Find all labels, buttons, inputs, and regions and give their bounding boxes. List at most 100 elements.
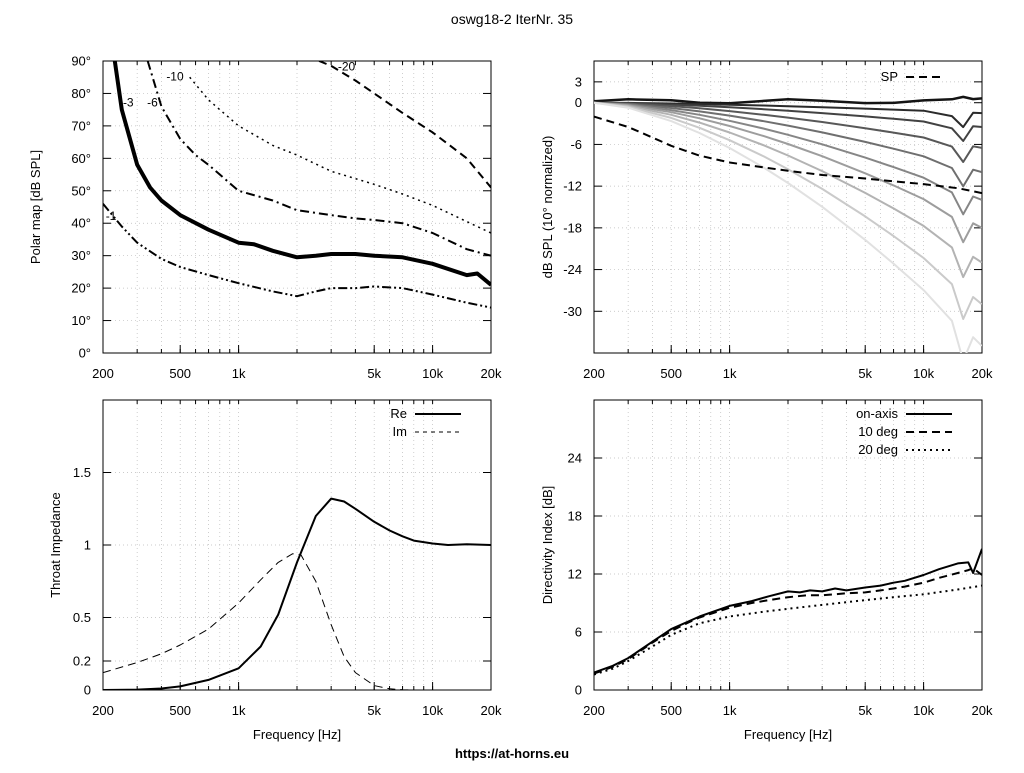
series-re: [103, 497, 491, 690]
y-tick-label: 80°: [71, 86, 91, 101]
contour-line-minus1: [103, 203, 491, 309]
page-title: oswg18-2 IterNr. 35: [451, 11, 573, 27]
x-tick-label: 200: [92, 366, 114, 381]
legend-label-im: Im: [393, 424, 407, 439]
angle-curve-10deg: [594, 101, 982, 129]
angle-curve-90deg: [594, 101, 982, 353]
y-tick-label: 50°: [71, 183, 91, 198]
x-tick-label: 500: [660, 366, 682, 381]
plot-area: [103, 61, 491, 309]
legend-label-20-deg: 20 deg: [858, 442, 898, 457]
throat-impedance-panel: 200 500 1k 5k 10k 20k 0 0.2 0.5 1 1.5 Throat Impeda…: [48, 399, 502, 742]
plot-area: [103, 497, 491, 690]
x-tick-label: 10k: [422, 703, 443, 718]
y-axis-label: dB SPL (10° normalized): [540, 136, 555, 279]
y-tick-label: 40°: [71, 216, 91, 231]
y-axis-label: Polar map [dB SPL]: [28, 150, 43, 264]
x-tick-label: 1k: [723, 703, 737, 718]
x-tick-label: 500: [169, 703, 191, 718]
x-tick-label: 5k: [367, 703, 381, 718]
angle-curve-40deg: [594, 101, 982, 188]
y-tick-label: 20°: [71, 281, 91, 296]
y-tick-label: 10°: [71, 313, 91, 328]
y-tick-label: 0.5: [73, 610, 91, 625]
contour-line-minus3: [112, 61, 491, 287]
x-axis-label: Frequency [Hz]: [253, 727, 341, 742]
x-tick-label: 1k: [723, 366, 737, 381]
y-tick-label: 90°: [71, 54, 91, 69]
y-tick-label: -6: [570, 137, 582, 152]
x-tick-label: 10k: [422, 366, 443, 381]
legend-label-10-deg: 10 deg: [858, 424, 898, 439]
x-tick-label: 200: [583, 703, 605, 718]
y-tick-label: -18: [563, 220, 582, 235]
contour-line-minus10: [189, 76, 491, 234]
y-tick-label: 18: [568, 509, 582, 524]
x-tick-label: 1k: [232, 703, 246, 718]
contour-label: -6: [147, 95, 158, 109]
footer-url: https://at-horns.eu: [455, 746, 569, 761]
x-tick-label: 500: [660, 703, 682, 718]
normalized-spl-panel: 200 500 1k 5k 10k 20k 3 0 -6 -12 -18 -24 -30 dB SPL (…: [540, 60, 993, 381]
x-tick-label: 10k: [913, 366, 934, 381]
contour-label: -10: [166, 69, 184, 83]
angle-curve-60deg: [594, 101, 982, 244]
x-tick-label: 20k: [481, 366, 502, 381]
legend-label-sp: SP: [881, 69, 898, 84]
legend-label-re: Re: [390, 406, 407, 421]
sp-curve: [594, 115, 982, 195]
contour-line-minus20: [318, 61, 491, 189]
plot-area: [594, 95, 982, 353]
x-tick-label: 20k: [972, 366, 993, 381]
y-axis-label: Throat Impedance: [48, 492, 63, 598]
series-im: [103, 553, 414, 690]
y-tick-label: -12: [563, 179, 582, 194]
legend-label-on-axis: on-axis: [856, 406, 898, 421]
angle-curve-70deg: [594, 101, 982, 279]
x-tick-label: 500: [169, 366, 191, 381]
series-10-deg: [594, 567, 982, 675]
polar-map-panel: 200 500 1k 5k 10k 20k 0° 10° 20° 30° 40° 50° 60° 70° 8…: [28, 54, 502, 382]
y-tick-label: 6: [575, 625, 582, 640]
y-tick-label: 70°: [71, 118, 91, 133]
contour-label: -1: [106, 209, 117, 223]
angle-curve-30deg: [594, 101, 982, 163]
x-tick-label: 10k: [913, 703, 934, 718]
plot-area: [594, 548, 982, 676]
x-tick-label: 20k: [481, 703, 502, 718]
angle-curve-50deg: [594, 101, 982, 216]
x-tick-label: 20k: [972, 703, 993, 718]
x-tick-label: 200: [583, 366, 605, 381]
series-20-deg: [594, 584, 982, 676]
y-axis-label: Directivity Index [dB]: [540, 486, 555, 605]
y-tick-label: 3: [575, 74, 582, 89]
x-tick-label: 5k: [858, 366, 872, 381]
angle-curve-20deg: [594, 101, 982, 142]
y-tick-label: -30: [563, 304, 582, 319]
y-tick-label: 12: [568, 567, 582, 582]
angle-curve-80deg: [594, 101, 982, 320]
y-tick-label: 1.5: [73, 465, 91, 480]
y-tick-label: 0: [84, 683, 91, 698]
contour-label: -3: [123, 95, 134, 109]
y-tick-label: -24: [563, 262, 582, 277]
directivity-index-panel: 200 500 1k 5k 10k 20k 0 6 12 18 24 Directivity Inde…: [540, 399, 993, 742]
series-on-axis: [594, 548, 982, 674]
y-tick-label: 0: [575, 683, 582, 698]
y-tick-label: 0.2: [73, 654, 91, 669]
x-axis-label: Frequency [Hz]: [744, 727, 832, 742]
y-tick-label: 1: [84, 538, 91, 553]
x-tick-label: 1k: [232, 366, 246, 381]
contour-label: -20: [338, 60, 356, 74]
x-tick-label: 5k: [858, 703, 872, 718]
x-tick-label: 5k: [367, 366, 381, 381]
x-tick-label: 200: [92, 703, 114, 718]
y-tick-label: 60°: [71, 151, 91, 166]
y-tick-label: 0°: [79, 346, 91, 361]
y-tick-label: 30°: [71, 248, 91, 263]
y-tick-label: 0: [575, 95, 582, 110]
y-tick-label: 24: [568, 451, 582, 466]
angle-curve-0deg: [594, 95, 982, 105]
